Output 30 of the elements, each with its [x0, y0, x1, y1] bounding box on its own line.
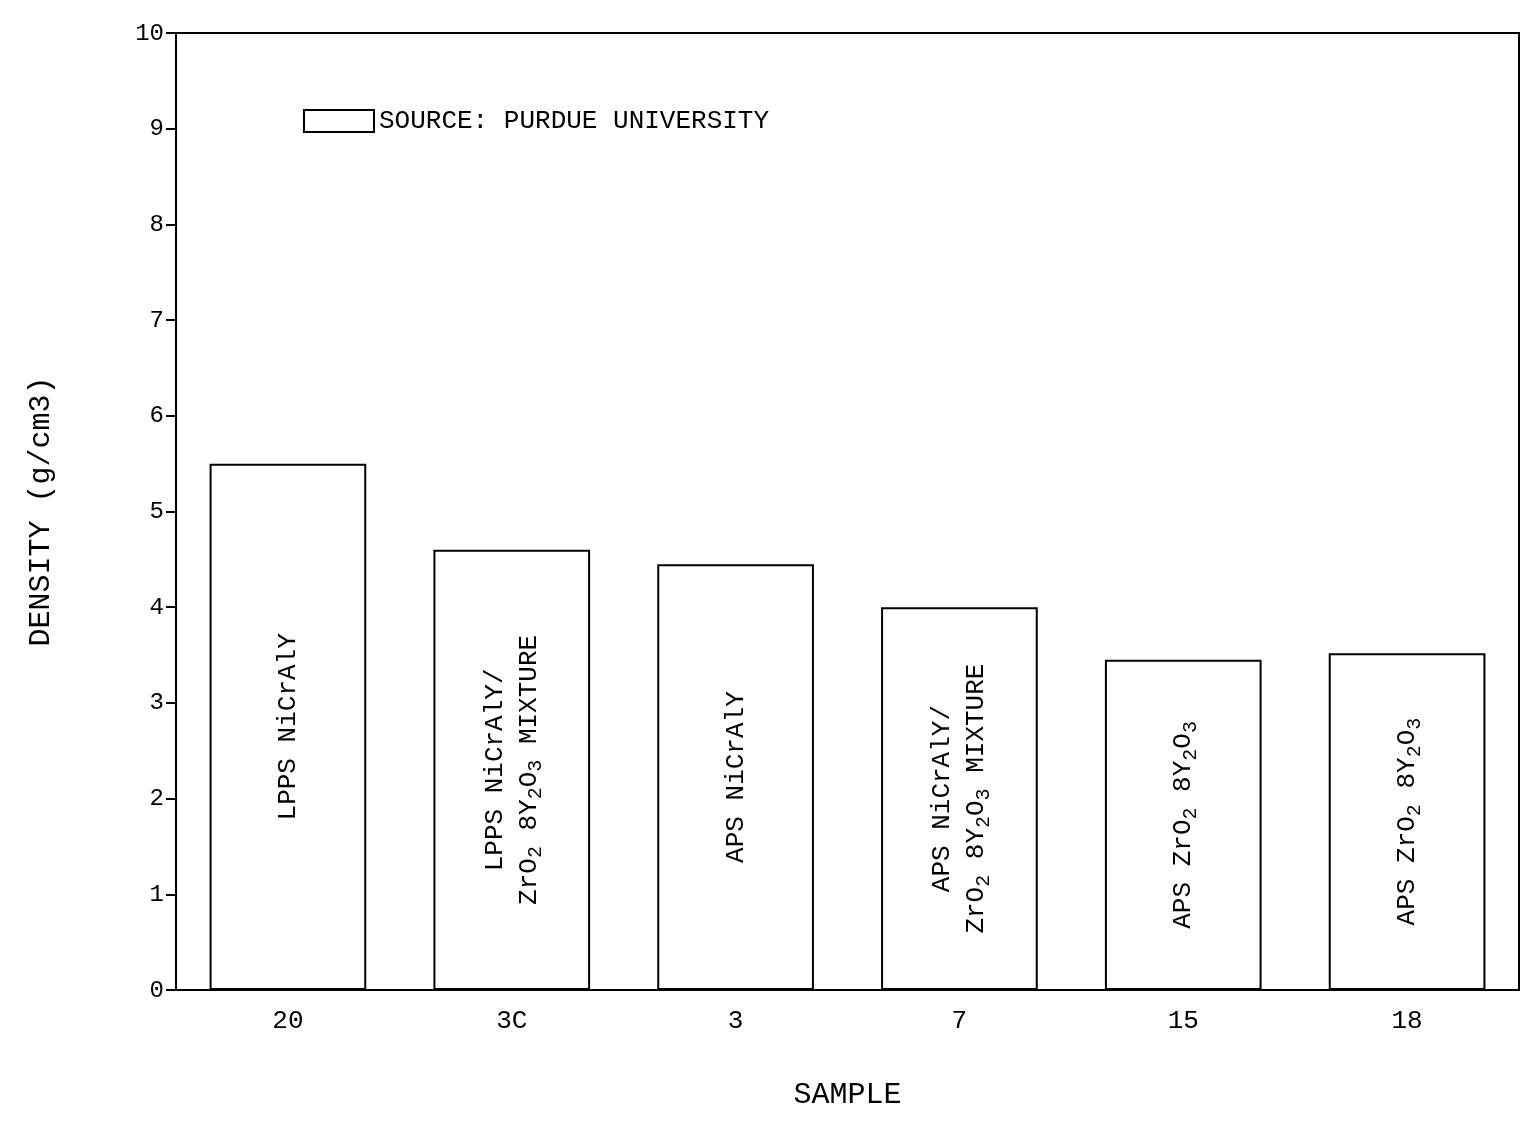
y-tick-label: 7 [149, 306, 164, 334]
x-axis-title: SAMPLE [793, 1078, 902, 1112]
x-tick-label: 20 [272, 1006, 304, 1036]
x-tick-label: 7 [951, 1006, 968, 1036]
y-tick-label: 3 [149, 689, 164, 717]
y-tick-label: 5 [149, 498, 164, 525]
bar [657, 564, 814, 990]
y-axis-title: DENSITY (g/cm3) [24, 376, 58, 647]
bar [209, 463, 367, 990]
bar [881, 607, 1038, 990]
bar [1104, 659, 1262, 990]
annotation: LPPS NiCrAlY [272, 632, 303, 821]
y-tick-label: 10 [135, 19, 164, 47]
y-tick-label: 6 [149, 402, 164, 430]
x-tick-label: 15 [1167, 1006, 1199, 1036]
annotation: APS ZrO2 8Y2O3 [1168, 721, 1202, 929]
legend-label: SOURCE: PURDUE UNIVERSITY [379, 106, 770, 136]
annotation: APS ZrO2 8Y2O3 [1392, 717, 1426, 926]
y-tick-label: 1 [149, 880, 164, 908]
bar [1328, 653, 1486, 990]
y-tick-label: 9 [149, 115, 164, 143]
y-tick-label: 0 [149, 976, 164, 1004]
annotation: APS NiCrAlY [720, 690, 751, 863]
y-tick-label: 4 [149, 593, 164, 621]
bar [433, 549, 591, 990]
x-tick-label: 18 [1391, 1006, 1423, 1036]
y-tick-label: 8 [149, 210, 164, 238]
y-tick-label: 2 [149, 785, 164, 813]
x-tick-label: 3C [496, 1006, 528, 1036]
x-tick-label: 3 [727, 1006, 744, 1036]
